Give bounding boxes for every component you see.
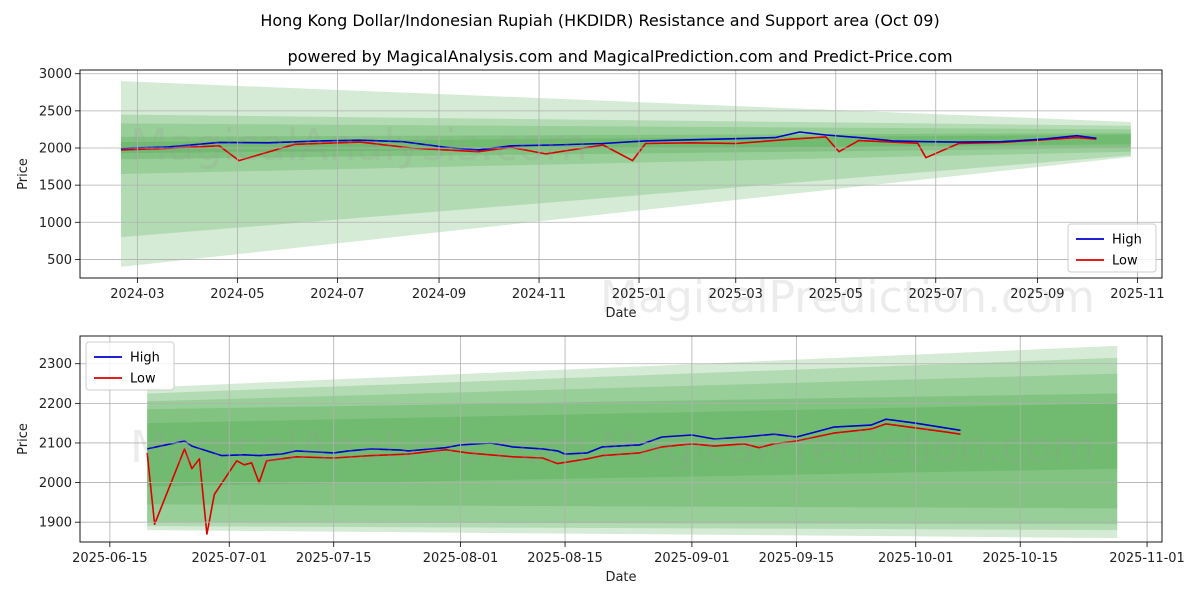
watermark-left: MagicalAnalysis.com bbox=[130, 120, 588, 171]
legend: High Low bbox=[1067, 223, 1157, 273]
support-resistance-band bbox=[120, 114, 1131, 238]
x-tick-label: 2025-08-15 bbox=[527, 551, 603, 566]
watermark-right: MagicalPrediction.com bbox=[600, 272, 1095, 323]
x-tick-label: 2025-05 bbox=[809, 287, 863, 302]
x-tick-label: 2024-03 bbox=[110, 287, 164, 302]
y-tick-label: 500 bbox=[47, 253, 72, 268]
support-resistance-band bbox=[120, 81, 1131, 267]
x-tick-label: 2025-06-15 bbox=[72, 551, 148, 566]
y-tick-label: 1900 bbox=[39, 516, 72, 531]
chart-title: Hong Kong Dollar/Indonesian Rupiah (HKDI… bbox=[260, 11, 939, 30]
x-tick-label: 2025-10-01 bbox=[878, 551, 954, 566]
support-resistance-band bbox=[147, 357, 1118, 531]
x-tick-label: 2025-09-15 bbox=[759, 551, 835, 566]
y-axis-label: Price bbox=[16, 158, 31, 190]
x-tick-label: 2025-07-15 bbox=[296, 551, 372, 566]
x-tick-label: 2024-07 bbox=[310, 287, 364, 302]
x-tick-label: 2025-07-01 bbox=[191, 551, 267, 566]
x-tick-label: 2025-09 bbox=[1010, 287, 1064, 302]
y-tick-label: 2000 bbox=[39, 142, 72, 157]
support-resistance-band bbox=[147, 393, 1118, 509]
y-tick-label: 2500 bbox=[39, 104, 72, 119]
y-tick-label: 2300 bbox=[39, 357, 72, 372]
x-tick-label: 2024-05 bbox=[210, 287, 264, 302]
legend-label-high: High bbox=[1112, 233, 1142, 248]
legend-label-low: Low bbox=[1112, 254, 1138, 269]
watermark-right: MagicalPrediction.com bbox=[600, 422, 1095, 473]
legend-label-low: Low bbox=[130, 372, 156, 387]
x-tick-label: 2025-11 bbox=[1110, 287, 1164, 302]
y-tick-label: 3000 bbox=[39, 67, 72, 82]
top-chart-panel: MagicalAnalysis.com MagicalPrediction.com… bbox=[16, 67, 1165, 323]
y-tick-label: 1000 bbox=[39, 216, 72, 231]
legend-label-high: High bbox=[130, 351, 160, 366]
x-tick-label: 2025-11-01 bbox=[1109, 551, 1185, 566]
x-tick-label: 2024-11 bbox=[512, 287, 566, 302]
plot-area bbox=[120, 81, 1131, 267]
y-tick-label: 1500 bbox=[39, 179, 72, 194]
y-tick-label: 2100 bbox=[39, 436, 72, 451]
x-tick-label: 2025-01 bbox=[612, 287, 666, 302]
y-tick-label: 2000 bbox=[39, 476, 72, 491]
series-line-high bbox=[147, 418, 961, 457]
x-tick-label: 2025-03 bbox=[709, 287, 763, 302]
x-axis-label: Date bbox=[605, 570, 636, 585]
y-axis-label: Price bbox=[16, 423, 31, 455]
x-tick-label: 2024-09 bbox=[412, 287, 466, 302]
x-tick-label: 2025-08-01 bbox=[423, 551, 499, 566]
plot-area bbox=[146, 345, 1118, 539]
plot-frame bbox=[79, 335, 1163, 543]
series-line-high bbox=[120, 131, 1097, 151]
plot-frame bbox=[79, 69, 1163, 279]
watermark-left: MagicalAnalysis.com bbox=[130, 422, 588, 473]
x-tick-label: 2025-09-01 bbox=[654, 551, 730, 566]
legend: High Low bbox=[85, 341, 175, 391]
chart-subtitle: powered by MagicalAnalysis.com and Magic… bbox=[287, 47, 952, 66]
support-resistance-band bbox=[147, 345, 1118, 539]
x-tick-label: 2025-07 bbox=[909, 287, 963, 302]
support-resistance-band bbox=[120, 123, 1131, 174]
bottom-chart-panel: MagicalAnalysis.com MagicalPrediction.com… bbox=[16, 335, 1185, 585]
y-tick-label: 2200 bbox=[39, 397, 72, 412]
x-tick-label: 2025-10-15 bbox=[982, 551, 1058, 566]
support-resistance-band bbox=[147, 373, 1118, 525]
x-axis-label: Date bbox=[605, 306, 636, 321]
